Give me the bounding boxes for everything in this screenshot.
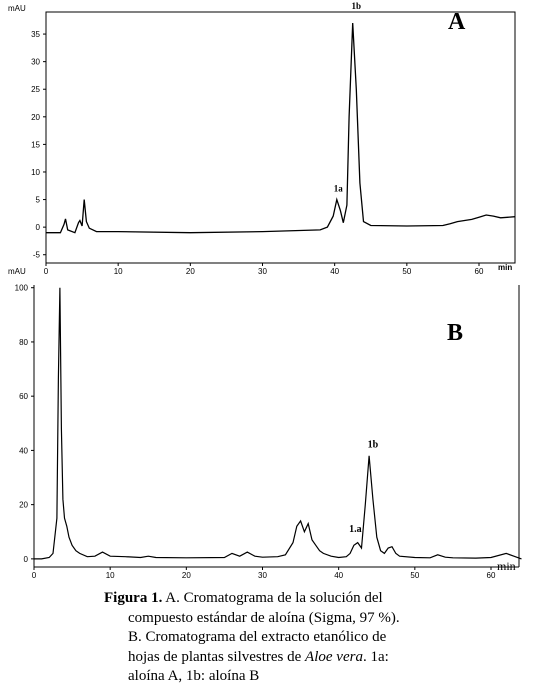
chart-a-y-unit: mAU bbox=[8, 4, 26, 13]
chart-b-x-unit: min bbox=[497, 559, 516, 573]
x-tick-label: 60 bbox=[487, 571, 496, 580]
chart-a-frame bbox=[45, 11, 516, 264]
x-tick-label: 20 bbox=[182, 571, 191, 580]
caption-line-4: hojas de plantas silvestres de bbox=[128, 648, 306, 665]
caption-species: Aloe vera bbox=[305, 648, 363, 665]
x-tick-label: 20 bbox=[186, 267, 195, 276]
chart-b-panel-letter: B bbox=[447, 320, 463, 346]
y-tick-label: 80 bbox=[19, 338, 28, 347]
x-tick-label: 40 bbox=[330, 267, 339, 276]
chart-a-peak-label-1b: 1b bbox=[352, 1, 362, 11]
y-tick-label: -5 bbox=[33, 251, 41, 260]
chart-a-peak-label-1a: 1a bbox=[334, 183, 344, 193]
x-tick-label: 40 bbox=[334, 571, 343, 580]
chart-a-trace bbox=[46, 22, 516, 234]
chart-b-y-unit: mAU bbox=[8, 267, 26, 276]
chart-b-peak-label-1a: 1.a bbox=[349, 524, 362, 535]
y-tick-label: 5 bbox=[36, 196, 41, 205]
x-tick-label: 60 bbox=[475, 267, 484, 276]
y-tick-label: 10 bbox=[31, 168, 40, 177]
x-tick-label: 10 bbox=[106, 571, 115, 580]
y-tick-label: 35 bbox=[31, 30, 40, 39]
y-tick-label: 100 bbox=[15, 284, 29, 293]
chart-a-panel-letter: A bbox=[448, 9, 466, 35]
x-tick-label: 0 bbox=[44, 267, 49, 276]
y-tick-label: 15 bbox=[31, 140, 40, 149]
y-tick-label: 0 bbox=[36, 223, 41, 232]
x-tick-label: 30 bbox=[258, 267, 267, 276]
y-tick-label: 0 bbox=[24, 555, 29, 564]
x-tick-label: 0 bbox=[32, 571, 37, 580]
caption-line-5: aloína A, 1b: aloína B bbox=[128, 668, 260, 684]
y-tick-label: 30 bbox=[31, 58, 40, 67]
y-tick-label: 20 bbox=[19, 501, 28, 510]
x-tick-label: 30 bbox=[258, 571, 267, 580]
figure-caption: Figura 1. A. Cromatograma de la solución… bbox=[104, 589, 456, 687]
caption-line-2: compuesto estándar de aloína (Sigma, 97 … bbox=[128, 609, 400, 626]
x-tick-label: 50 bbox=[410, 571, 419, 580]
y-tick-label: 25 bbox=[31, 85, 40, 94]
chart-b-peak-label-1b: 1b bbox=[368, 440, 379, 451]
chart-b-trace bbox=[34, 287, 522, 560]
caption-line-4-end: . 1a: bbox=[362, 648, 389, 665]
x-tick-label: 10 bbox=[114, 267, 123, 276]
y-tick-label: 40 bbox=[19, 446, 28, 455]
chart-a: mAU A min 0 10 20 30 40 50 60-505101520253035 … bbox=[8, 1, 516, 276]
chart-b-ticks: 0 10 20 30 40 50 60 0 20 40 60 80 100 bbox=[15, 284, 496, 580]
caption-line-3: B. Cromatograma del extracto etanólico d… bbox=[128, 629, 387, 645]
x-tick-label: 50 bbox=[402, 267, 411, 276]
y-tick-label: 60 bbox=[19, 392, 28, 401]
y-tick-label: 20 bbox=[31, 113, 40, 122]
chart-a-x-unit: min bbox=[498, 263, 512, 272]
caption-line-1: A. Cromatograma de la solución del bbox=[162, 590, 383, 606]
caption-lead: Figura 1. bbox=[104, 590, 163, 606]
